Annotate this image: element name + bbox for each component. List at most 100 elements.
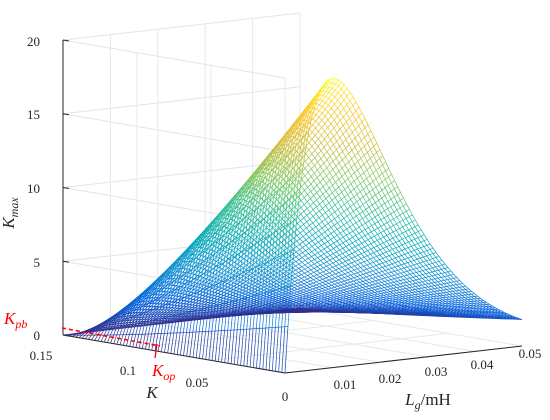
mesh-line-lg	[389, 243, 393, 246]
mesh-line-lg	[238, 292, 243, 296]
mesh-line-lg	[230, 256, 234, 260]
mesh-line-lg	[315, 236, 319, 239]
mesh-line-lg	[373, 152, 377, 156]
mesh-line-lg	[377, 226, 382, 229]
mesh-line-lg	[404, 247, 409, 250]
mesh-line-lg	[312, 290, 316, 292]
mesh-line-lg	[372, 273, 376, 276]
mesh-line-lg	[322, 212, 326, 216]
mesh-line-lg	[425, 268, 430, 270]
mesh-line-lg	[365, 290, 369, 293]
mesh-line-lg	[370, 247, 375, 250]
mesh-line-lg	[329, 253, 334, 256]
mesh-line-lg	[348, 158, 352, 163]
mesh-line-lg	[363, 160, 368, 165]
mesh-line-lg	[371, 209, 376, 213]
mesh-line-lg	[389, 237, 394, 240]
axes-pane	[62, 12, 523, 374]
mesh-line-lg	[334, 288, 338, 291]
mesh-line-lg	[352, 128, 356, 133]
mesh-line-lg	[314, 161, 318, 166]
mesh-line-lg	[341, 164, 346, 169]
mesh-line-lg	[299, 236, 304, 240]
mesh-line-lg	[300, 291, 304, 294]
mesh-line-lg	[311, 142, 316, 147]
mesh-line-lg	[341, 269, 346, 272]
mesh-line-lg	[354, 169, 358, 174]
mesh-line-lg	[170, 271, 175, 276]
mesh-line-lg	[308, 234, 313, 238]
mesh-line-lg	[369, 197, 373, 200]
mesh-line-lg	[354, 143, 359, 148]
mesh-line-lg	[383, 240, 387, 244]
mesh-line-lg	[446, 285, 451, 287]
mesh-line-lg	[298, 266, 302, 269]
mesh-line-lg	[251, 199, 256, 204]
mesh-line-lg	[344, 268, 349, 271]
mesh-line-lg	[348, 132, 353, 137]
mesh-line-lg	[332, 165, 337, 170]
mesh-line-lg	[362, 289, 366, 291]
mesh-line-lg	[408, 234, 412, 237]
mesh-line-lg	[306, 289, 310, 292]
mesh-line-lg	[379, 164, 383, 168]
mesh-line-lg	[355, 233, 360, 236]
mesh-line-lg	[405, 241, 409, 244]
mesh-line-lg	[363, 264, 368, 267]
mesh-line-lg	[367, 243, 372, 246]
mesh-line-lg	[383, 222, 388, 225]
mesh-line-lg	[325, 82, 330, 88]
mesh-line-lg	[358, 248, 362, 251]
mesh-line-lg	[314, 154, 319, 159]
mesh-line-lg	[381, 273, 386, 276]
mesh-line-lg	[257, 181, 262, 186]
mesh-line-lg	[365, 213, 370, 217]
mesh-line-lg	[196, 291, 200, 295]
mesh-line-lg	[283, 262, 287, 266]
mesh-line-lg	[295, 272, 299, 275]
mesh-line-lg	[426, 249, 431, 252]
mesh-line-lg	[244, 292, 249, 295]
mesh-line-lg	[233, 299, 238, 302]
mesh-line-lg	[205, 279, 210, 283]
mesh-line-lg	[281, 215, 286, 220]
mesh-line-lg	[396, 228, 400, 231]
mesh-line-lg	[418, 284, 423, 287]
mesh-line-lg	[335, 162, 340, 167]
mesh-line-lg	[388, 182, 392, 186]
mesh-line-lg	[275, 208, 280, 213]
mesh-line-lg	[141, 303, 146, 308]
mesh-line-lg	[323, 159, 328, 164]
mesh-line-lg	[312, 284, 317, 287]
mesh-line-lg	[336, 249, 340, 253]
mesh-line-lg	[199, 291, 203, 295]
mesh-line-lg	[169, 291, 173, 296]
mesh-line-lg	[423, 250, 427, 253]
mesh-line-lg	[259, 252, 263, 256]
mesh-line-lg	[281, 227, 286, 232]
mesh-line-lg	[264, 198, 269, 202]
mesh-line-lg	[347, 206, 351, 210]
mesh-line-lg	[277, 228, 282, 231]
mesh-line-lg	[304, 267, 309, 270]
mesh-line-lg	[371, 223, 375, 226]
mesh-line-lg	[399, 288, 403, 291]
mesh-line-lg	[313, 192, 318, 196]
mesh-line-lg	[388, 258, 393, 261]
mesh-line-lg	[320, 267, 324, 270]
mesh-line-lg	[371, 292, 375, 294]
mesh-line-lg	[306, 280, 311, 283]
mesh-line-lg	[368, 292, 372, 295]
mesh-line-lg	[328, 278, 333, 281]
mesh-line-lg	[292, 178, 296, 183]
mesh-line-lg	[399, 226, 403, 229]
grid-line-kz	[62, 113, 286, 153]
mesh-line-lg	[299, 252, 303, 256]
mesh-line-lg	[390, 196, 395, 200]
mesh-line-lg	[340, 224, 344, 228]
mesh-line-lg	[339, 133, 344, 138]
mesh-line-lg	[428, 285, 432, 288]
mesh-line-lg	[325, 216, 329, 220]
mesh-line-lg	[305, 149, 310, 154]
mesh-line-lg	[350, 196, 355, 200]
